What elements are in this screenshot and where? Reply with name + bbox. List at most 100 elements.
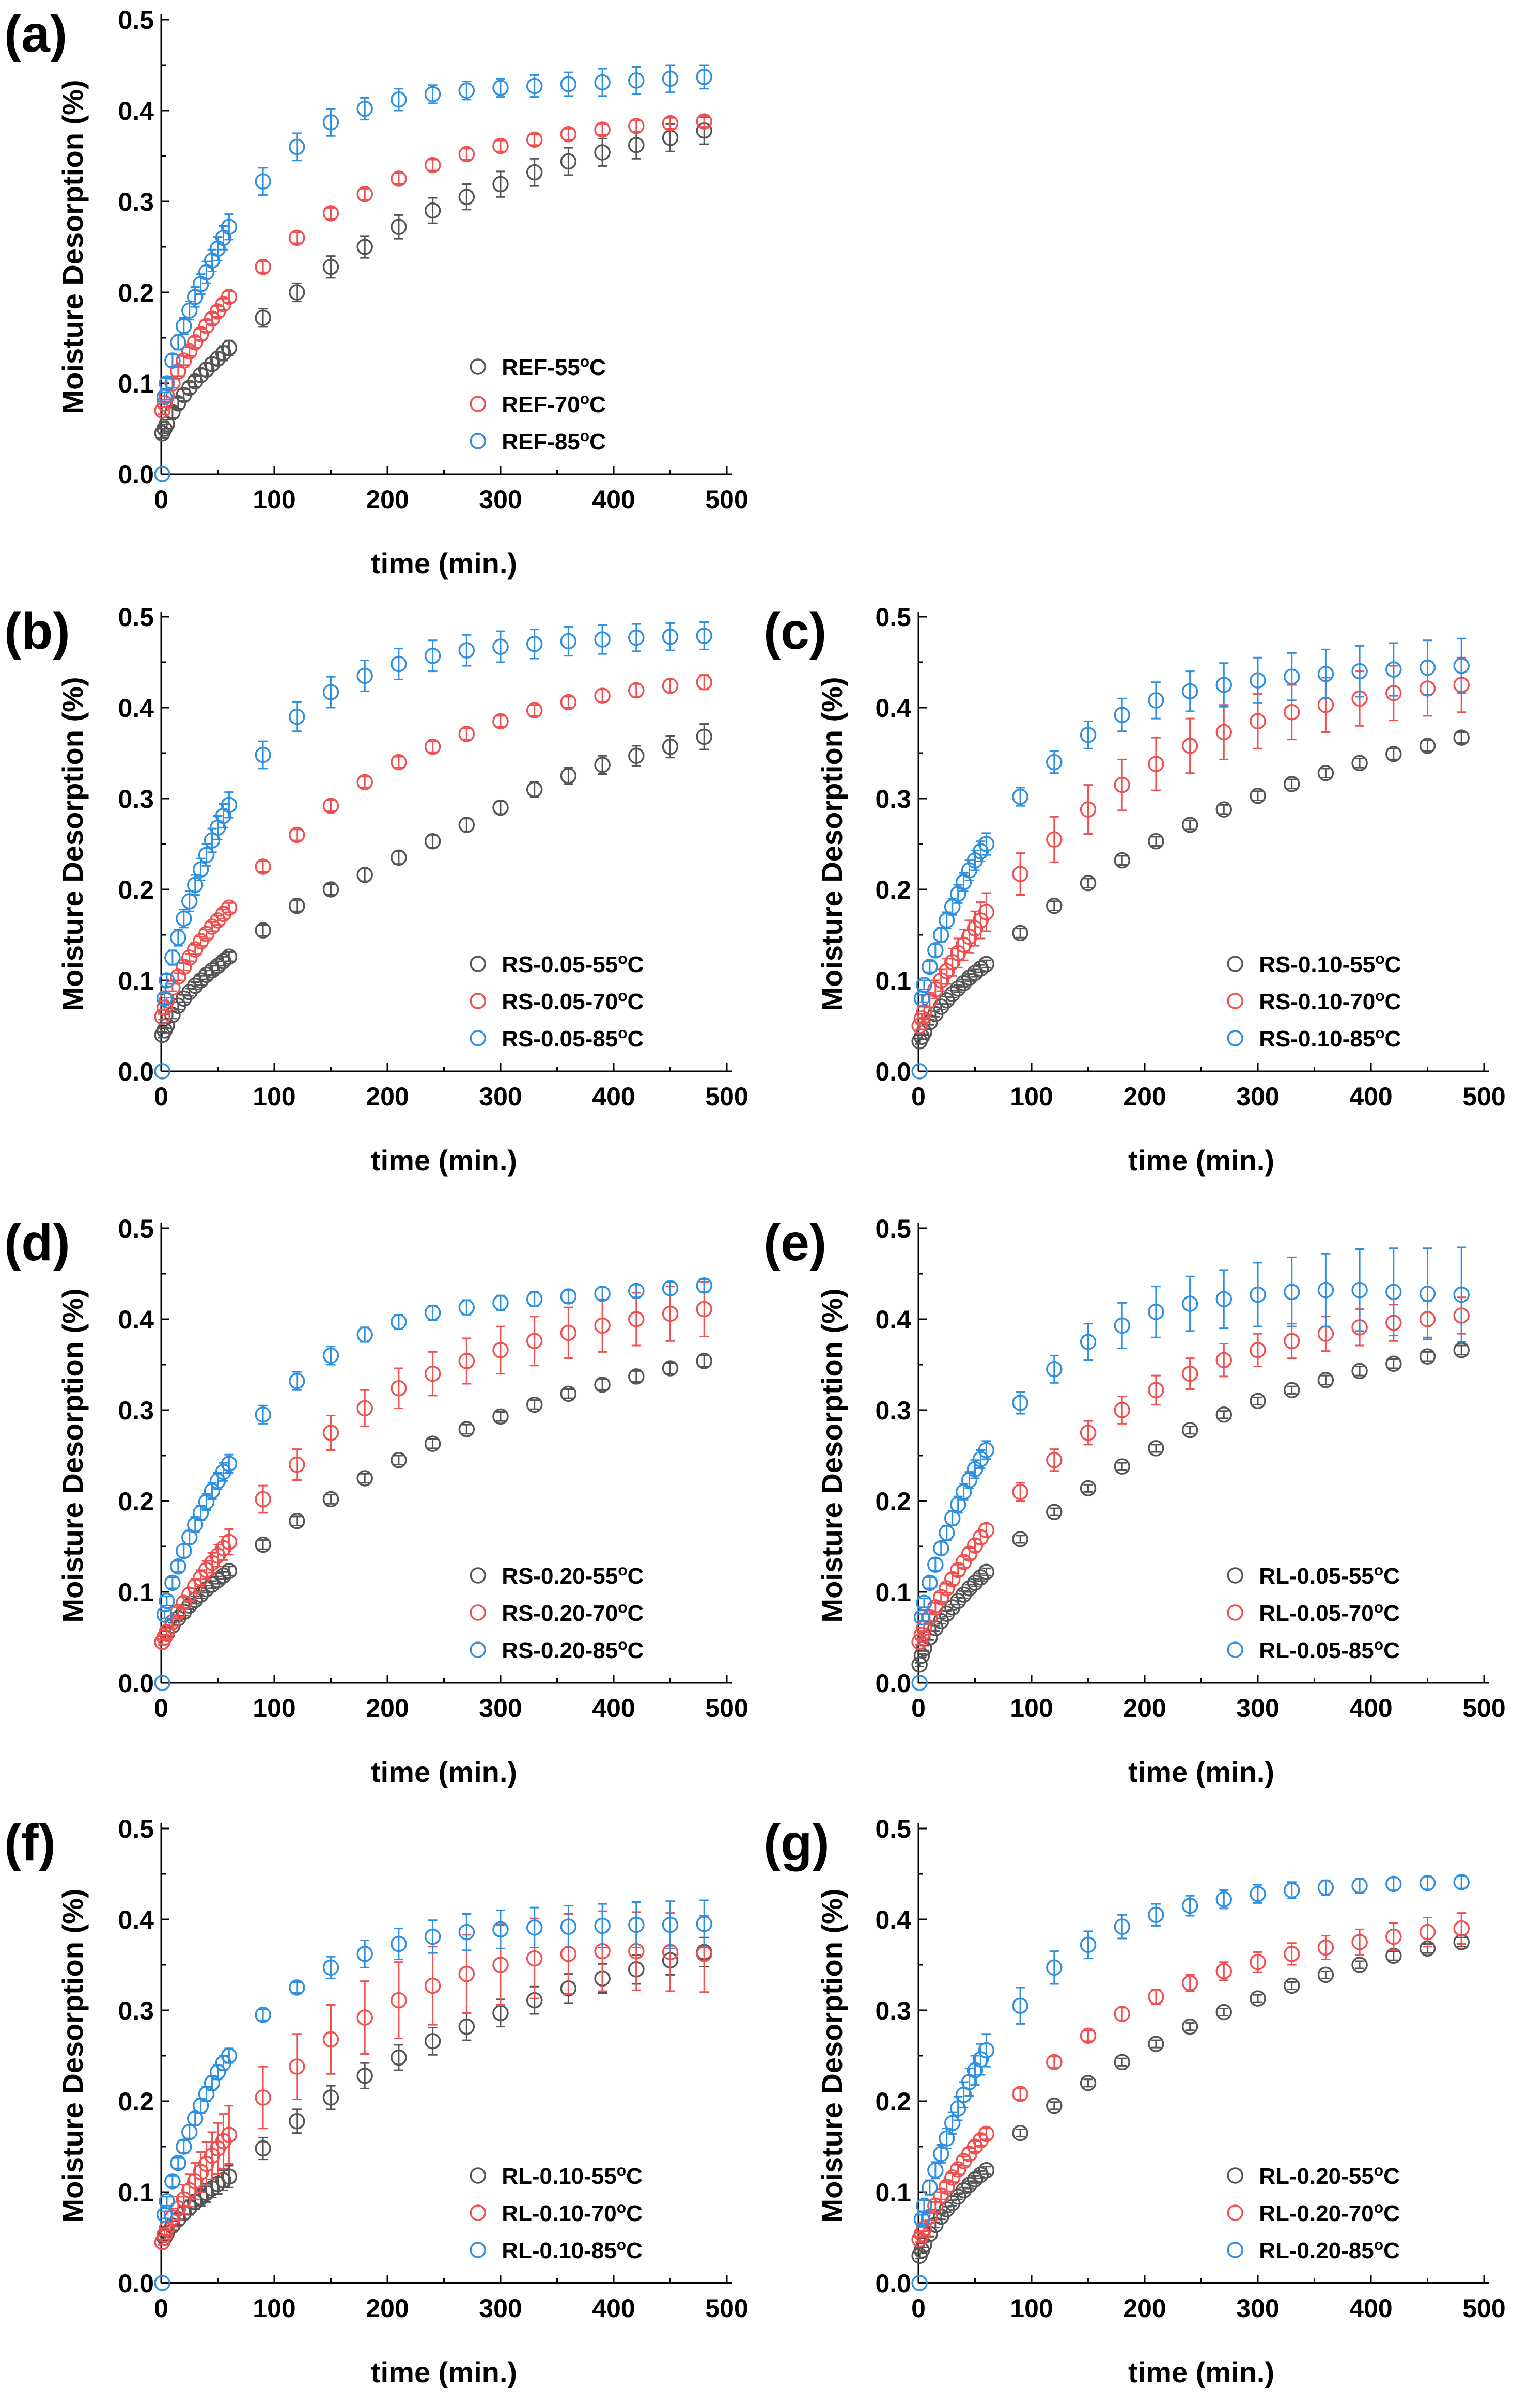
data-point xyxy=(911,2275,928,2291)
data-point xyxy=(492,176,509,193)
data-point xyxy=(289,1372,305,1389)
data-point xyxy=(1046,1504,1063,1520)
y-tick-label: 0.4 xyxy=(118,694,154,723)
series xyxy=(911,1874,1470,2291)
data-point xyxy=(391,754,407,771)
data-point xyxy=(356,239,373,255)
data-point xyxy=(939,2130,955,2147)
data-point xyxy=(322,1425,339,1441)
data-point xyxy=(1351,1957,1368,1973)
y-tick-label: 0.5 xyxy=(875,603,911,632)
legend-marker xyxy=(1227,1567,1243,1584)
data-point xyxy=(1114,852,1130,869)
data-point xyxy=(1181,2018,1198,2035)
data-point xyxy=(181,1586,198,1603)
data-point xyxy=(628,747,645,764)
data-point xyxy=(1080,2075,1097,2091)
data-point xyxy=(221,948,238,965)
data-point xyxy=(458,642,475,659)
data-point xyxy=(289,284,305,301)
data-point xyxy=(209,2063,226,2081)
panel-label: (g) xyxy=(763,1814,830,1872)
data-point xyxy=(526,702,543,719)
legend-marker xyxy=(1227,993,1243,1009)
data-point xyxy=(955,975,972,992)
data-point xyxy=(1215,801,1233,818)
data-point xyxy=(322,798,339,814)
data-point xyxy=(662,1280,679,1296)
data-point xyxy=(1012,866,1028,882)
data-point xyxy=(560,153,577,170)
data-point xyxy=(1215,724,1233,741)
data-point xyxy=(911,1675,928,1691)
data-point xyxy=(1283,1333,1300,1349)
data-point xyxy=(526,164,543,181)
data-point xyxy=(255,746,271,763)
data-point xyxy=(949,2161,966,2178)
data-point xyxy=(192,861,209,878)
x-tick-label: 300 xyxy=(479,1082,522,1111)
data-point xyxy=(944,954,961,971)
data-point xyxy=(221,2047,238,2064)
data-point xyxy=(170,2154,186,2171)
data-point xyxy=(594,121,611,138)
data-point xyxy=(594,1317,611,1334)
data-point xyxy=(289,826,305,843)
data-point xyxy=(1317,1372,1334,1388)
data-point xyxy=(949,2100,966,2117)
data-point xyxy=(255,1536,271,1553)
data-point xyxy=(526,636,543,652)
x-tick-label: 500 xyxy=(1462,1082,1505,1111)
series xyxy=(911,1296,1470,1650)
data-point xyxy=(1283,1946,1300,1962)
x-axis-title: time (min.) xyxy=(1128,2356,1274,2388)
data-point xyxy=(458,726,475,742)
y-tick-label: 0.1 xyxy=(875,966,911,995)
legend-label: REF-85oC xyxy=(502,428,606,455)
data-point xyxy=(1114,2054,1130,2071)
data-point xyxy=(628,1368,645,1385)
data-point xyxy=(492,713,509,730)
data-point xyxy=(1283,1382,1300,1399)
data-point xyxy=(662,70,679,87)
data-point xyxy=(1012,788,1028,805)
data-point xyxy=(1419,1874,1436,1891)
data-point xyxy=(1046,1959,1063,1976)
x-tick-label: 500 xyxy=(705,2294,748,2323)
y-tick-label: 0.1 xyxy=(875,1578,911,1607)
x-tick-label: 100 xyxy=(253,2294,295,2323)
legend-label: RL-0.05-70oC xyxy=(1259,1599,1400,1627)
data-point xyxy=(391,91,407,108)
data-point xyxy=(628,118,645,134)
data-point xyxy=(322,2031,339,2048)
x-tick-label: 0 xyxy=(154,2294,168,2323)
x-axis-title: time (min.) xyxy=(371,1144,517,1177)
data-point xyxy=(526,1291,543,1308)
data-point xyxy=(922,1574,938,1591)
series xyxy=(154,116,712,442)
panel-label: (c) xyxy=(763,602,826,660)
data-point xyxy=(1250,672,1266,689)
data-point xyxy=(1385,661,1402,678)
data-point xyxy=(492,1921,509,1938)
data-point xyxy=(492,799,509,816)
y-tick-label: 0.3 xyxy=(875,785,911,814)
data-point xyxy=(1283,776,1300,792)
data-point xyxy=(356,2009,373,2026)
data-point xyxy=(186,977,204,994)
x-tick-label: 500 xyxy=(705,1694,748,1723)
data-point xyxy=(181,2124,198,2140)
data-point xyxy=(1181,1975,1198,1991)
x-tick-label: 500 xyxy=(705,1082,748,1111)
data-point xyxy=(560,76,577,92)
x-tick-label: 200 xyxy=(366,1694,409,1723)
x-tick-label: 200 xyxy=(366,2294,409,2323)
data-point xyxy=(424,86,441,103)
data-point xyxy=(289,2113,305,2130)
x-tick-label: 100 xyxy=(1010,2294,1053,2323)
data-point xyxy=(391,1452,407,1468)
data-point xyxy=(176,958,192,975)
data-point xyxy=(356,774,373,791)
x-axis-title: time (min.) xyxy=(371,1756,517,1788)
data-point xyxy=(154,1063,170,1080)
